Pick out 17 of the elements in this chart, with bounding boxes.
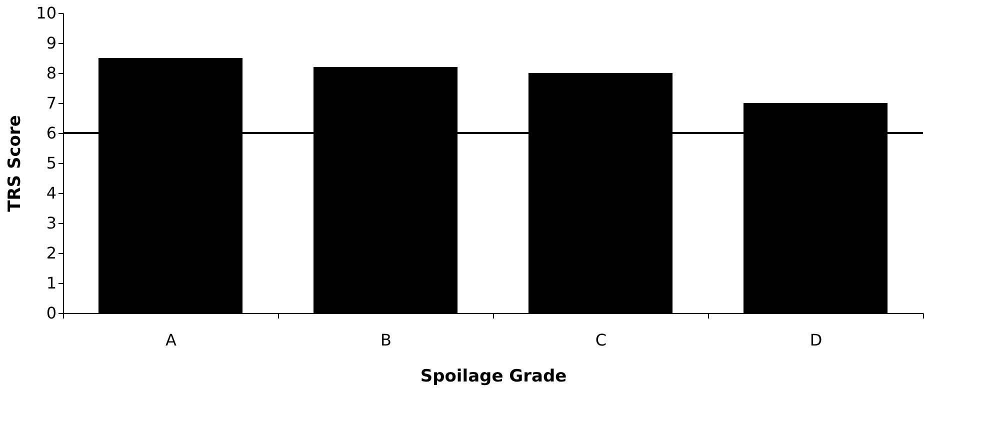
- x-tick-label: C: [595, 330, 607, 350]
- x-tick-label: A: [166, 330, 177, 350]
- y-tick-label: 5: [46, 154, 56, 172]
- x-tick-label: B: [380, 330, 392, 350]
- x-tick-label: D: [810, 330, 822, 350]
- y-tick-label: 2: [46, 244, 56, 262]
- x-axis-title: Spoilage Grade: [420, 366, 567, 386]
- y-tick-label: 3: [46, 214, 56, 232]
- y-tick-label: 0: [46, 304, 56, 322]
- y-tick-label: 10: [36, 4, 56, 22]
- y-tick-label: 4: [46, 184, 56, 202]
- y-tick-label: 1: [46, 274, 56, 292]
- y-tick-label: 9: [46, 34, 56, 52]
- y-axis-title: TRS Score: [5, 115, 26, 212]
- y-tick-label: 6: [46, 124, 56, 142]
- y-tick-label: 8: [46, 64, 56, 82]
- y-tick-label: 7: [46, 94, 56, 112]
